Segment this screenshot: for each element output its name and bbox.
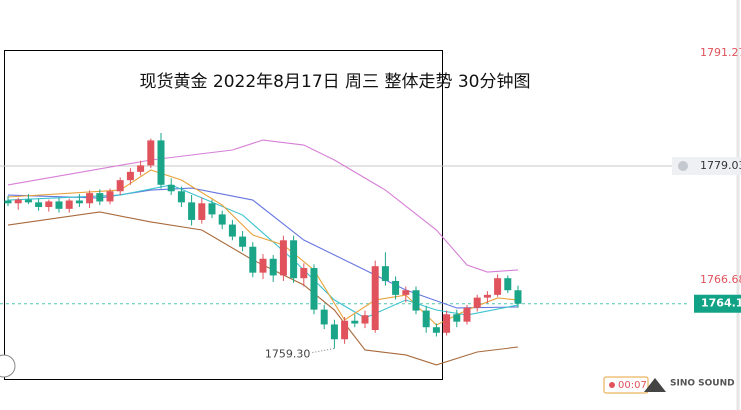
candle-body (269, 258, 277, 276)
candle-body (106, 191, 114, 202)
candle-body (504, 278, 512, 291)
price-label: 1779.03 (700, 159, 741, 172)
candle-body (341, 320, 349, 340)
candle-body (371, 266, 379, 330)
candle-body (198, 203, 206, 220)
indicator-line (7, 211, 519, 366)
candle-body (290, 240, 298, 279)
chart-title: 现货黄金 2022年8月17日 周三 整体走势 30分钟图 (140, 72, 531, 92)
indicator-line (7, 184, 519, 319)
indicator-line (7, 169, 519, 326)
candle-body (320, 309, 328, 325)
low-annotation: 1759.30 (265, 347, 311, 360)
candle-body (361, 315, 369, 324)
candle-body (463, 307, 471, 322)
timer-dot (609, 382, 615, 388)
candle-body (116, 180, 124, 192)
candle-body (86, 193, 94, 204)
price-label-bg (672, 157, 741, 176)
candle-body (514, 290, 522, 304)
candle-body (351, 320, 359, 324)
candle-body (147, 140, 155, 166)
candle-body (402, 290, 410, 295)
last-price-label: 1764.14 (701, 297, 741, 310)
candle-body (35, 202, 43, 207)
frame (4, 50, 443, 380)
candle-body (249, 246, 257, 273)
nav-icon[interactable] (0, 354, 16, 378)
alert-icon (678, 161, 688, 172)
candle-body (4, 200, 12, 204)
candle-body (177, 191, 185, 203)
candle-body (259, 258, 267, 273)
candle-body (239, 236, 247, 247)
candle-body (330, 324, 338, 340)
candle-body (422, 310, 430, 328)
candle-body (473, 297, 481, 308)
candle-body (279, 240, 287, 276)
indicator-line (7, 187, 519, 309)
indicator-line (7, 139, 519, 273)
candle-body (392, 280, 400, 295)
candle-body (157, 140, 165, 185)
timer-bg (603, 376, 649, 394)
candle-body (65, 200, 73, 209)
candle-body (126, 171, 134, 181)
candle-body (96, 193, 104, 202)
candle-body (137, 165, 145, 172)
candle-body (381, 266, 389, 281)
candle-body (218, 214, 226, 225)
candle-body (167, 184, 175, 192)
candle-body (14, 199, 22, 204)
candle-body (443, 314, 451, 333)
candle-body (432, 327, 440, 333)
candle-body (55, 201, 63, 209)
candle-body (45, 201, 53, 207)
candle-body (483, 294, 491, 298)
candle-body (188, 202, 196, 220)
candle-body (208, 203, 216, 215)
candle-body (412, 290, 420, 311)
candle-body (494, 278, 502, 295)
candle-body (228, 224, 236, 237)
logo-mark (644, 378, 666, 392)
candle-body (24, 199, 32, 203)
annotation-leader (312, 348, 335, 353)
candle-body (453, 314, 461, 322)
candle-body (300, 268, 308, 279)
price-label: 1791.27 (700, 46, 741, 59)
logo: SINO SOUND (670, 379, 735, 389)
candle-body (310, 268, 318, 310)
last-price-bg (694, 294, 741, 313)
candle-body (75, 200, 83, 204)
timer: 00:07 (618, 380, 647, 391)
price-label: 1766.68 (700, 273, 741, 286)
